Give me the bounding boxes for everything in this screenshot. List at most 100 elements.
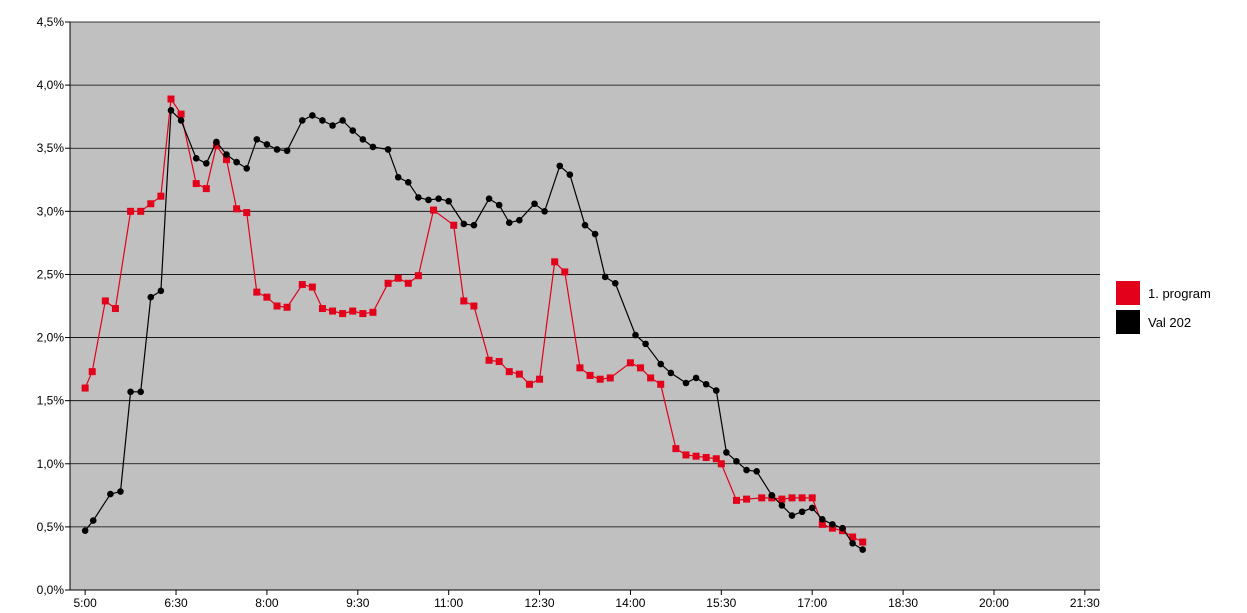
data-point [601, 273, 609, 281]
data-point [702, 380, 710, 388]
data-point [536, 375, 544, 383]
data-point [430, 206, 438, 214]
data-point [359, 310, 367, 318]
data-point [404, 279, 412, 287]
data-point [309, 112, 316, 119]
data-point [167, 107, 175, 114]
data-point [202, 185, 210, 193]
data-point [561, 268, 569, 276]
data-point [819, 516, 826, 523]
data-point [859, 538, 867, 546]
data-point [642, 340, 649, 348]
data-point [637, 364, 645, 372]
data-point [384, 146, 392, 153]
data-point [611, 279, 619, 287]
data-point [485, 356, 493, 364]
data-point [672, 445, 680, 453]
data-point [692, 452, 700, 460]
data-point [81, 384, 89, 392]
data-point [753, 468, 760, 475]
data-point [359, 136, 367, 143]
x-tick-label: 21:30 [1070, 596, 1100, 610]
data-point [743, 495, 751, 503]
data-point [566, 171, 574, 179]
data-point [88, 368, 96, 376]
data-point [329, 122, 336, 129]
data-point [263, 141, 271, 148]
data-point [712, 387, 720, 394]
data-point [606, 374, 614, 382]
data-point [556, 162, 564, 170]
data-point [626, 359, 634, 367]
data-point [253, 288, 261, 296]
data-point [733, 457, 740, 465]
y-tick-label: 3,5% [37, 141, 65, 155]
series-layer [81, 95, 867, 553]
data-point [177, 117, 185, 124]
legend-swatch [1116, 310, 1140, 334]
data-point [531, 200, 538, 208]
data-point [157, 192, 165, 200]
data-point [525, 380, 533, 388]
data-point [394, 274, 402, 282]
data-point [798, 494, 806, 502]
data-point [788, 494, 796, 502]
data-point [273, 146, 281, 153]
data-point [702, 453, 710, 461]
data-point [682, 451, 690, 459]
data-point [107, 490, 114, 498]
data-point [273, 302, 281, 310]
data-point [591, 230, 599, 238]
x-tick-label: 12:30 [525, 596, 555, 610]
data-point [283, 147, 291, 155]
data-point [213, 138, 220, 146]
data-point [425, 196, 432, 204]
x-tick-label: 17:00 [797, 596, 827, 610]
data-point [117, 488, 124, 495]
data-point [798, 508, 806, 516]
data-point [758, 494, 766, 502]
data-point [849, 539, 856, 547]
data-point [414, 272, 422, 280]
y-tick-label: 4,5% [37, 15, 65, 29]
data-point [778, 502, 786, 509]
data-point [319, 117, 326, 124]
x-tick-label: 8:00 [255, 596, 279, 610]
data-point [339, 117, 346, 124]
data-point [859, 546, 866, 553]
data-point [394, 173, 402, 181]
x-tick-label: 15:30 [706, 596, 736, 610]
data-point [283, 303, 291, 311]
data-point [667, 369, 675, 377]
data-point [369, 143, 377, 151]
data-point [576, 364, 584, 372]
data-point [349, 127, 357, 134]
data-point [778, 495, 786, 503]
data-point [657, 380, 665, 388]
x-tick-label: 9:30 [346, 596, 370, 610]
legend-label: 1. program [1148, 286, 1211, 301]
data-point [404, 179, 412, 186]
data-point [223, 156, 231, 164]
data-point [298, 281, 306, 289]
data-point [551, 258, 559, 266]
y-tick-label: 4,0% [37, 78, 65, 92]
data-point [212, 142, 220, 150]
data-point [470, 302, 478, 310]
data-point [723, 449, 730, 456]
data-point [147, 293, 155, 301]
x-tick-label: 14:00 [615, 596, 645, 610]
data-point [81, 527, 89, 534]
data-point [485, 195, 493, 203]
data-point [127, 388, 134, 396]
data-point [515, 370, 523, 378]
data-point [581, 221, 589, 229]
data-point [647, 374, 655, 382]
data-point [167, 95, 175, 103]
legend-swatch [1116, 281, 1140, 305]
data-point [137, 388, 144, 396]
data-point [101, 297, 109, 305]
data-point [127, 207, 135, 215]
data-point [369, 308, 377, 316]
